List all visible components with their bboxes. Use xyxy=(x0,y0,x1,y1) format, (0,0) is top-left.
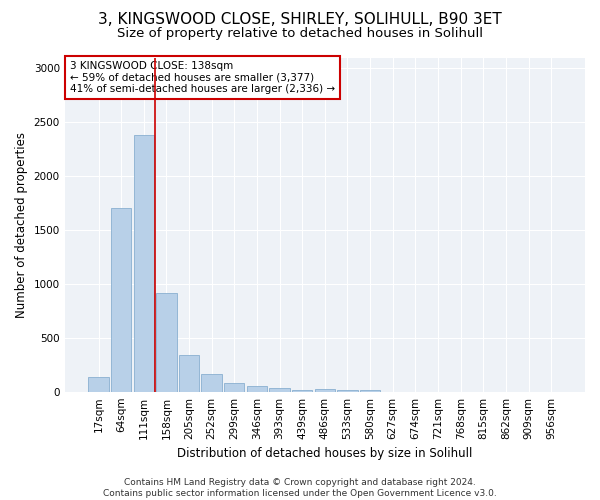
Bar xyxy=(314,389,335,392)
Text: 3, KINGSWOOD CLOSE, SHIRLEY, SOLIHULL, B90 3ET: 3, KINGSWOOD CLOSE, SHIRLEY, SOLIHULL, B… xyxy=(98,12,502,28)
Bar xyxy=(88,377,109,392)
Bar xyxy=(111,208,131,392)
Y-axis label: Number of detached properties: Number of detached properties xyxy=(15,132,28,318)
Bar xyxy=(156,292,176,392)
Text: Contains HM Land Registry data © Crown copyright and database right 2024.
Contai: Contains HM Land Registry data © Crown c… xyxy=(103,478,497,498)
Text: 3 KINGSWOOD CLOSE: 138sqm
← 59% of detached houses are smaller (3,377)
41% of se: 3 KINGSWOOD CLOSE: 138sqm ← 59% of detac… xyxy=(70,61,335,94)
Bar xyxy=(134,135,154,392)
Bar xyxy=(360,390,380,392)
Text: Size of property relative to detached houses in Solihull: Size of property relative to detached ho… xyxy=(117,28,483,40)
Bar xyxy=(179,355,199,392)
Bar xyxy=(202,374,222,392)
X-axis label: Distribution of detached houses by size in Solihull: Distribution of detached houses by size … xyxy=(177,447,473,460)
Bar xyxy=(337,390,358,392)
Bar xyxy=(224,382,244,392)
Bar xyxy=(247,386,267,392)
Bar xyxy=(292,390,313,392)
Bar xyxy=(269,388,290,392)
